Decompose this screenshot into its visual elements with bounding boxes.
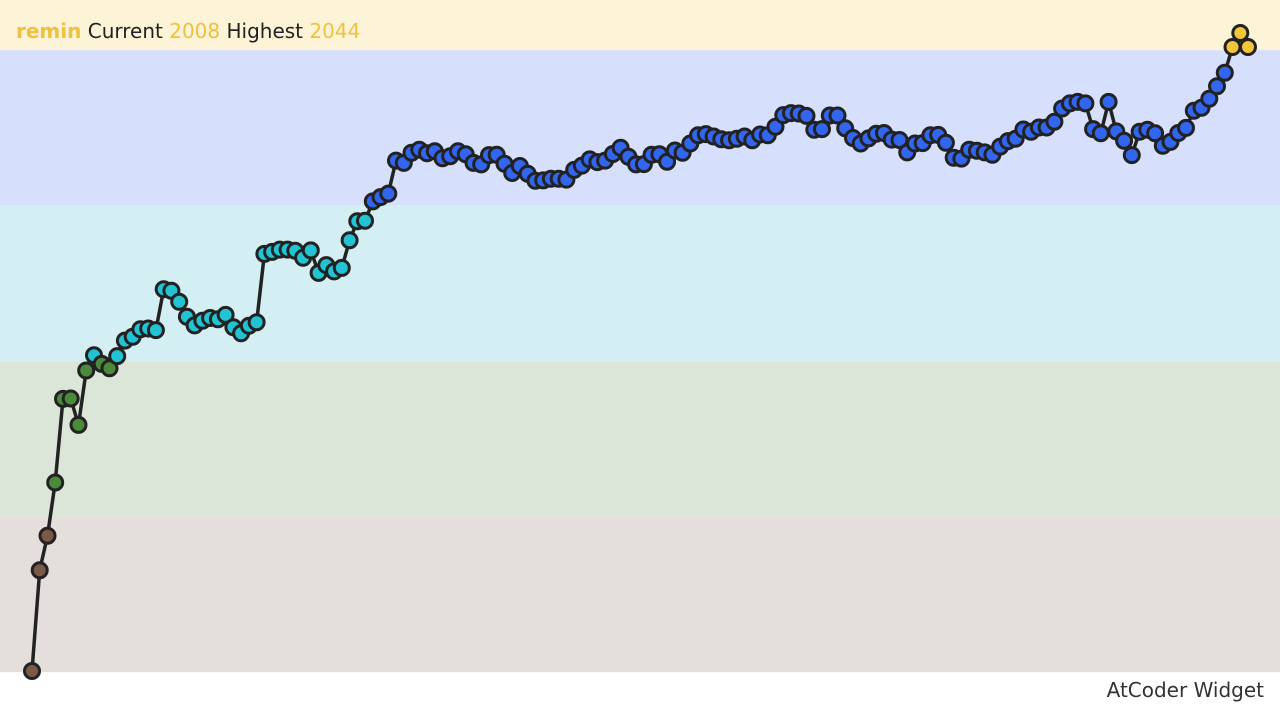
- rating-point: [69, 415, 88, 434]
- rating-point: [379, 184, 398, 203]
- rating-point: [1122, 146, 1141, 165]
- rating-point: [356, 211, 374, 230]
- rating-point: [1076, 94, 1095, 113]
- rating-band-green: [0, 361, 1280, 517]
- widget-brand: AtCoder Widget: [1106, 678, 1264, 702]
- rating-band-yellow: [0, 0, 1280, 51]
- rating-point: [247, 313, 266, 332]
- rating-point: [1200, 89, 1219, 108]
- rating-points: [23, 24, 1257, 680]
- rating-point: [936, 133, 955, 152]
- rating-point: [61, 389, 80, 408]
- current-rating: 2008: [169, 19, 221, 43]
- rating-point: [30, 561, 49, 580]
- rating-point: [1091, 124, 1110, 143]
- rating-band-blue: [0, 50, 1280, 206]
- rating-point: [1099, 92, 1118, 111]
- rating-point: [332, 258, 351, 277]
- rating-point: [108, 347, 127, 366]
- rating-point: [1146, 124, 1165, 143]
- rating-point: [1239, 38, 1257, 56]
- rating-bands: [0, 0, 1280, 673]
- rating-point: [1231, 24, 1250, 42]
- rating-point: [170, 292, 189, 311]
- highest-rating: 2044: [309, 19, 361, 43]
- rating-point: [23, 662, 41, 680]
- rating-band-brown: [0, 516, 1280, 673]
- rating-point: [146, 321, 165, 340]
- rating-point: [1177, 118, 1195, 137]
- rating-point: [301, 241, 320, 260]
- current-label: Current: [87, 19, 163, 43]
- highest-label: Highest: [226, 19, 304, 43]
- rating-point: [340, 231, 359, 250]
- rating-point: [38, 526, 57, 545]
- rating-point: [46, 473, 65, 492]
- rating-point: [1115, 131, 1134, 150]
- rating-band-cyan: [0, 205, 1280, 362]
- rating-point: [797, 106, 816, 125]
- rating-header: remin Current 2008 Highest 2044: [16, 17, 360, 45]
- rating-point: [1215, 63, 1234, 82]
- rating-point: [813, 120, 831, 139]
- rating-point: [1223, 38, 1242, 56]
- rating-point: [216, 305, 235, 324]
- rating-point: [1208, 77, 1226, 96]
- rating-point: [77, 361, 96, 380]
- rating-point: [828, 106, 847, 125]
- username: remin: [16, 19, 82, 43]
- rating-point: [1045, 112, 1064, 131]
